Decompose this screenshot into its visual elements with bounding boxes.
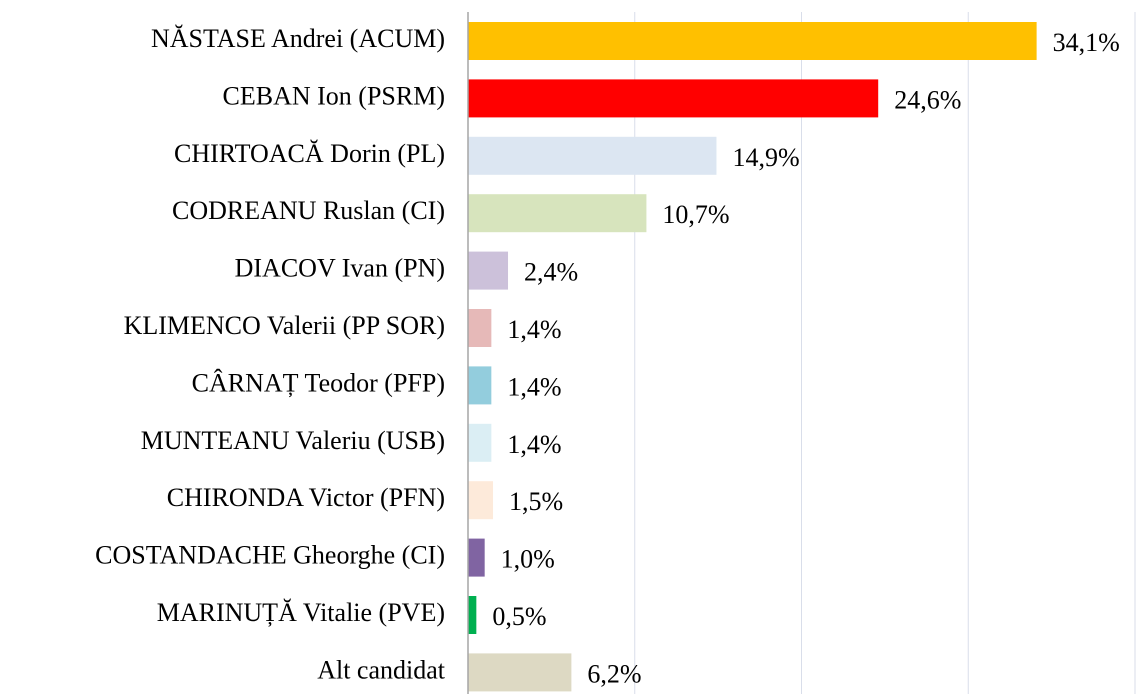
bar (468, 194, 647, 233)
value-label: 6,2% (587, 659, 641, 688)
bar (468, 22, 1037, 60)
value-label: 1,4% (507, 372, 561, 401)
value-label: 10,7% (662, 200, 729, 229)
bar (468, 309, 492, 347)
y-tick-label: DIACOV Ivan (PN) (235, 254, 445, 283)
y-tick-label: MUNTEANU Valeriu (USB) (141, 426, 445, 455)
bar (468, 596, 477, 634)
bar (468, 481, 494, 520)
y-tick-label: MARINUȚĂ Vitalie (PVE) (157, 598, 445, 627)
value-label: 24,6% (894, 85, 961, 114)
y-tick-label: KLIMENCO Valerii (PP SOR) (124, 311, 445, 340)
value-label: 1,0% (501, 545, 555, 574)
bar (468, 423, 492, 462)
bar (468, 79, 879, 118)
value-label: 1,5% (509, 487, 563, 516)
y-tick-label: CEBAN Ion (PSRM) (223, 81, 445, 110)
bar (468, 251, 509, 290)
value-label: 34,1% (1053, 28, 1120, 57)
y-tick-label: CODREANU Ruslan (CI) (172, 196, 445, 225)
bar (468, 653, 572, 692)
value-label: 1,4% (507, 315, 561, 344)
value-label: 14,9% (732, 143, 799, 172)
y-tick-label: CÂRNAȚ Teodor (PFP) (192, 368, 445, 397)
y-tick-label: COSTANDACHE Gheorghe (CI) (95, 541, 445, 570)
y-tick-label: CHIRTOACĂ Dorin (PL) (174, 139, 445, 168)
value-label: 2,4% (524, 258, 578, 287)
value-label: 1,4% (507, 430, 561, 459)
y-tick-label: CHIRONDA Victor (PFN) (167, 483, 445, 512)
y-tick-label: Alt candidat (317, 655, 446, 684)
value-label: 0,5% (492, 602, 546, 631)
bar (468, 366, 492, 405)
bar (468, 538, 485, 577)
y-tick-label: NĂSTASE Andrei (ACUM) (151, 24, 445, 53)
bar (468, 136, 717, 175)
